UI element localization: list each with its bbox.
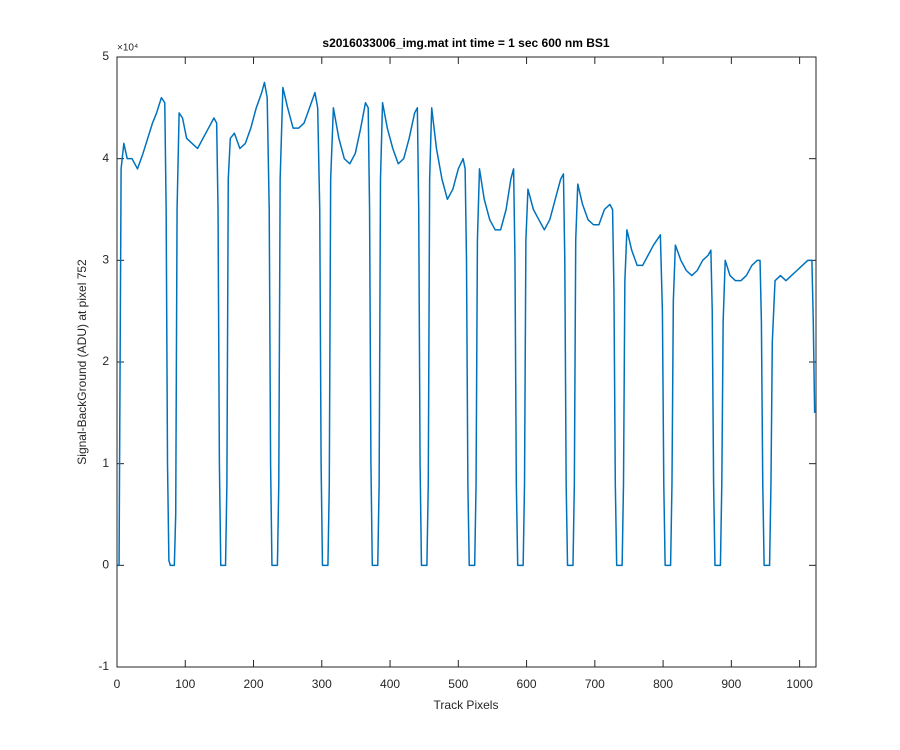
axes-box <box>116 56 817 668</box>
x-tick-label: 0 <box>114 677 121 691</box>
x-tick-label: 900 <box>721 677 741 691</box>
chart-title: s2016033006_img.mat int time = 1 sec 600… <box>322 36 609 50</box>
x-tick-label: 600 <box>517 677 537 691</box>
y-tick-label: 4 <box>102 151 109 165</box>
x-tick-label: 1000 <box>786 677 813 691</box>
y-tick-label: 5 <box>102 49 109 63</box>
x-tick-label: 100 <box>175 677 195 691</box>
y-tick-label: -1 <box>98 659 109 673</box>
y-axis-label: Signal-BackGround (ADU) at pixel 752 <box>75 259 89 465</box>
x-tick-label: 200 <box>244 677 264 691</box>
data-line <box>117 81 816 567</box>
y-multiplier: ×10⁴ <box>117 43 138 54</box>
x-axis-label: Track Pixels <box>434 698 499 712</box>
y-tick-label: 1 <box>102 456 109 470</box>
x-tick-label: 800 <box>653 677 673 691</box>
y-tick-label: 2 <box>102 354 109 368</box>
x-tick-label: 400 <box>380 677 400 691</box>
x-tick-label: 300 <box>312 677 332 691</box>
x-tick-label: 500 <box>448 677 468 691</box>
x-tick-label: 700 <box>585 677 605 691</box>
y-tick-label: 0 <box>102 558 109 572</box>
y-tick-label: 3 <box>102 253 109 267</box>
